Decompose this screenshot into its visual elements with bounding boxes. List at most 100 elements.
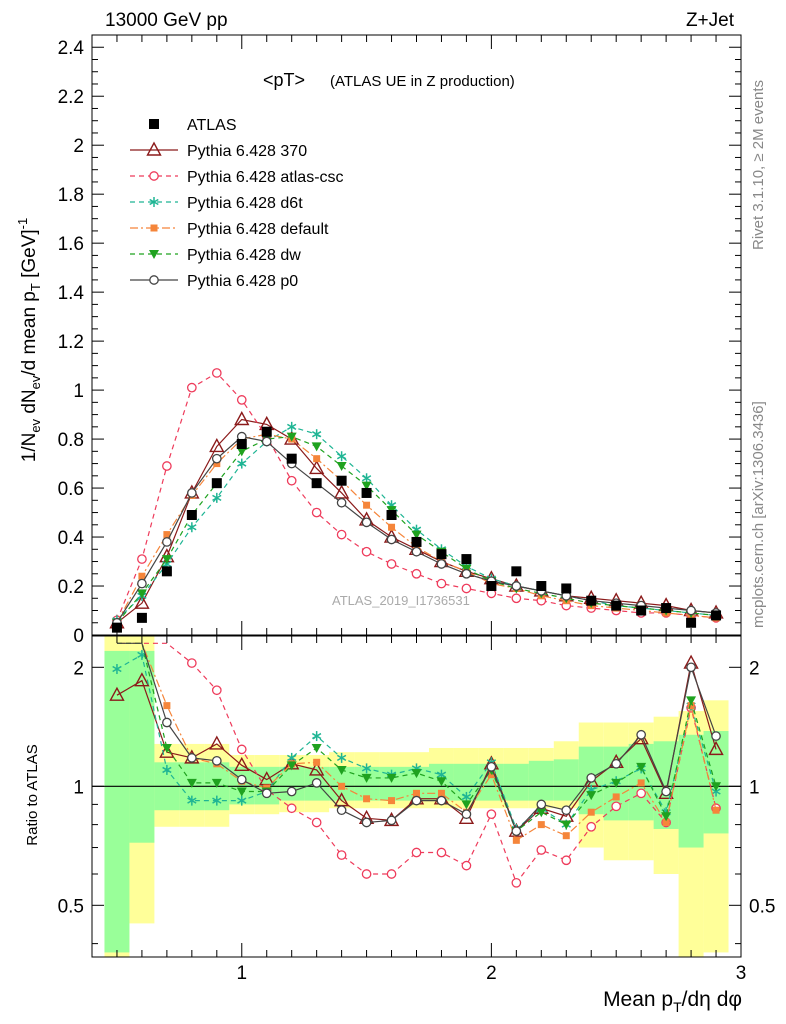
energy-label: 13000 GeV pp [105,10,228,31]
data-point [286,432,297,442]
rivet-version-label: Rivet 3.1.10, ≥ 2M events [750,80,767,250]
ratio-point [311,743,322,753]
data-point [261,436,272,447]
ratio-uncertainty-bands [92,636,741,957]
data-point [536,581,547,592]
data-point [361,546,372,557]
x-tick-label: 1 [236,963,247,984]
data-point [336,475,347,486]
data-point [511,593,522,604]
data-point [386,534,397,545]
legend-label: Pythia 6.428 default [187,221,329,238]
ratio-point [109,686,125,701]
data-point [461,568,472,579]
ratio-point [361,773,372,783]
data-point [308,459,325,475]
ratio-point [637,779,645,787]
ratio-point [361,817,372,828]
ratio-point [536,808,547,818]
legend-marker [149,171,159,181]
ratio-point [413,789,420,797]
ratio-point [386,815,397,826]
data-point [436,549,447,560]
data-point [636,605,647,616]
data-point [311,478,322,489]
legend-marker [149,119,159,129]
ratio-point [511,826,522,837]
data-point [311,442,322,452]
ratio-point [209,735,225,750]
legend: ATLAS Pythia 6.428 370 Pythia 6.428 atlas-… [130,117,344,290]
ratio-series-layer [109,642,724,888]
data-point [361,517,372,528]
ratio-y-tick-label: 0.5 [58,896,84,917]
data-point [586,595,597,606]
ratio-point [186,778,197,788]
ratio-point [486,761,497,772]
ratio-point [512,836,520,844]
ratio-point [437,789,445,797]
data-point [211,368,222,378]
data-point [661,603,672,614]
ratio-point [286,761,297,771]
ratio-point [361,869,372,879]
ratio-point [338,782,346,790]
data-point [386,559,397,569]
ratio-point [411,795,422,806]
data-point [134,594,150,609]
ratio-point [486,809,497,820]
data-point [411,546,422,557]
ratio-point [336,752,347,763]
data-point [212,492,222,503]
ratio-point [612,793,620,801]
y-tick-label: 0.8 [58,430,84,451]
ratio-band-green [678,734,704,848]
data-point [137,578,147,589]
data-point [186,510,197,520]
ratio-y-tick-label: 2 [73,658,84,679]
source-label: mcplots.cern.ch [arXiv:1306.3436] [750,401,767,628]
plot-subtitle: (ATLAS UE in Z production) [330,73,515,90]
ratio-point [686,662,696,673]
legend-item: Pythia 6.428 d6t [130,195,303,212]
ratio-point [286,803,297,814]
x-tick-label: 2 [486,963,497,984]
data-point [237,458,247,469]
y-tick-label: 1 [73,381,84,402]
data-point [436,559,447,569]
ratio-point [586,821,597,832]
series-pythia-6-428-atlas-csc [112,368,721,626]
ratio-point [436,795,447,806]
legend-item: ATLAS [149,117,237,134]
ratio-point [162,717,172,728]
data-point [261,426,272,437]
data-point [311,429,322,440]
y-tick-label: 1.8 [58,185,84,206]
data-point [211,453,222,464]
ratio-point [186,753,197,763]
y-tick-label: 1.6 [58,234,84,255]
ratio-point [461,800,472,810]
ratio-point [211,685,222,696]
data-point [411,568,422,579]
ratio-point [561,820,572,830]
data-point [336,529,347,540]
ratio-band-green [503,763,529,801]
ratio-point [687,702,695,710]
ratio-point [712,806,720,814]
data-point [137,554,147,564]
legend-marker [146,141,162,156]
series-atlas [111,426,722,633]
ratio-y-tick-label: 0.5 [749,896,775,917]
data-point [686,605,696,616]
data-point [186,382,197,393]
legend-label: Pythia 6.428 p0 [187,273,298,290]
ratio-point [311,731,322,742]
ratio-point [386,773,397,783]
legend-item: Pythia 6.428 dw [130,247,301,264]
ratio-point [708,740,724,756]
ratio-point [236,774,247,785]
data-point [363,501,371,509]
ratio-point [587,808,595,816]
